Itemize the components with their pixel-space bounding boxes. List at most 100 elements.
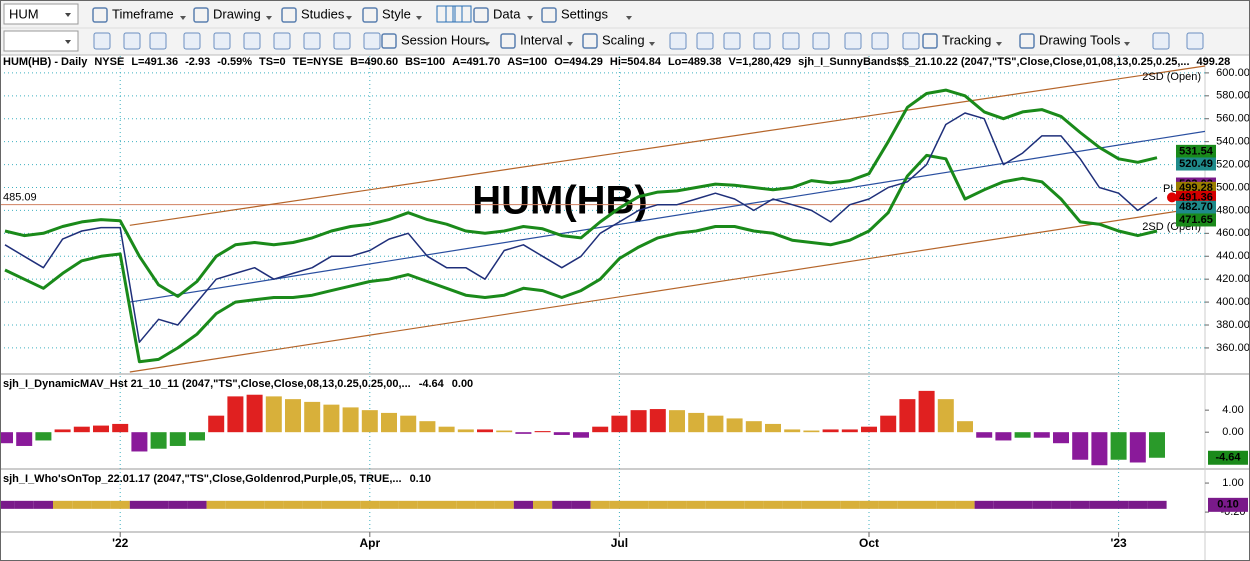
trendline bbox=[129, 65, 1205, 226]
histogram-bar bbox=[381, 412, 397, 433]
tool-icon[interactable] bbox=[782, 32, 800, 50]
symbol-input[interactable] bbox=[3, 3, 79, 25]
histogram-bar bbox=[285, 399, 301, 433]
price-line bbox=[4, 112, 1158, 343]
histogram-bar bbox=[841, 429, 858, 433]
ribbon-segment bbox=[1147, 500, 1167, 509]
trendline bbox=[129, 130, 1205, 303]
toolbar-button[interactable]: Style bbox=[382, 6, 411, 21]
tool-icon[interactable] bbox=[696, 32, 714, 50]
status-item: B=490.60 bbox=[350, 56, 398, 68]
histogram-bar bbox=[976, 432, 993, 438]
ribbon-segment bbox=[302, 500, 322, 509]
value-tag bbox=[1208, 497, 1248, 512]
ribbon-segment bbox=[840, 500, 860, 509]
ribbon-segment bbox=[225, 500, 245, 509]
ribbon-segment bbox=[974, 500, 994, 509]
value-tag bbox=[1208, 450, 1248, 465]
status-item: Hi=504.84 bbox=[610, 56, 662, 68]
ribbon-segment bbox=[571, 500, 591, 509]
ribbon-segment bbox=[629, 500, 649, 509]
tool-icon[interactable] bbox=[243, 32, 261, 50]
ribbon-segment bbox=[264, 500, 284, 509]
icon bbox=[541, 7, 557, 23]
tool-icon[interactable] bbox=[273, 32, 291, 50]
price-line bbox=[4, 88, 1158, 298]
ribbon-segment bbox=[168, 500, 188, 509]
tool-icon[interactable] bbox=[213, 32, 231, 50]
tool-icon[interactable] bbox=[871, 32, 889, 50]
y-tick-label: 440.00 bbox=[1216, 250, 1250, 262]
tool-icon[interactable] bbox=[669, 32, 687, 50]
dropdown-arrow bbox=[626, 16, 632, 20]
ribbon-segment bbox=[705, 500, 725, 509]
ribbon-segment bbox=[14, 500, 34, 509]
ribbon-segment bbox=[33, 500, 53, 509]
ribbon-segment bbox=[590, 500, 610, 509]
icon bbox=[454, 5, 472, 23]
y-tick-label: 560.00 bbox=[1216, 113, 1250, 125]
tool-icon[interactable] bbox=[812, 32, 830, 50]
tool-icon[interactable] bbox=[902, 32, 920, 50]
toolbar-button[interactable]: Settings bbox=[561, 6, 608, 21]
y-tick-label: 460.00 bbox=[1216, 227, 1250, 239]
price-plot bbox=[0, 65, 1205, 373]
histogram-bar bbox=[477, 429, 493, 433]
toolbar-button[interactable]: Session Hours bbox=[401, 32, 486, 47]
toolbar-button[interactable]: Drawing bbox=[213, 6, 261, 21]
tool-icon[interactable] bbox=[723, 32, 741, 50]
histogram-bar bbox=[150, 432, 167, 449]
status-item: HUM(HB) - Daily bbox=[3, 56, 88, 68]
ribbon-segment bbox=[245, 500, 265, 509]
ribbon-segment bbox=[379, 500, 399, 509]
tool-icon[interactable] bbox=[123, 32, 141, 50]
y-tick-label: 420.00 bbox=[1216, 273, 1250, 285]
tool-icon[interactable] bbox=[333, 32, 351, 50]
tool-icon[interactable] bbox=[753, 32, 771, 50]
dropdown-arrow bbox=[649, 42, 655, 46]
tool-icon[interactable] bbox=[1152, 32, 1170, 50]
tool-icon[interactable] bbox=[183, 32, 201, 50]
y-tick-label: 480.00 bbox=[1216, 204, 1250, 216]
tool-icon[interactable] bbox=[363, 32, 381, 50]
toolbar-button[interactable]: Studies bbox=[301, 6, 345, 21]
price-tag bbox=[1176, 144, 1216, 158]
histogram-bar bbox=[707, 415, 724, 433]
interval-input[interactable] bbox=[3, 30, 79, 52]
histogram-bar bbox=[534, 431, 551, 433]
ribbon-segment bbox=[417, 500, 437, 509]
status-item: A=491.70 bbox=[452, 56, 500, 68]
tool-icon[interactable] bbox=[1186, 32, 1204, 50]
tool-icon[interactable] bbox=[93, 32, 111, 50]
icon bbox=[445, 5, 463, 23]
toolbar-button[interactable]: Scaling bbox=[602, 32, 645, 47]
icon bbox=[473, 7, 489, 23]
toolbar-button[interactable]: Interval bbox=[520, 32, 563, 47]
tool-icon[interactable] bbox=[149, 32, 167, 50]
icon bbox=[92, 7, 108, 23]
reference-label: 485.09 bbox=[3, 191, 37, 203]
dropdown-arrow bbox=[1124, 42, 1130, 46]
histogram-bar bbox=[323, 404, 340, 433]
icon bbox=[1019, 33, 1035, 49]
ribbon-segment bbox=[187, 500, 207, 509]
histogram-bar bbox=[93, 425, 109, 433]
ribbon-segment bbox=[821, 500, 841, 509]
tool-icon[interactable] bbox=[844, 32, 862, 50]
toolbar-button[interactable]: Tracking bbox=[942, 32, 991, 47]
histogram-bar bbox=[726, 418, 743, 433]
x-tick-label: '22 bbox=[112, 536, 129, 550]
tool-icon[interactable] bbox=[303, 32, 321, 50]
dropdown-arrow bbox=[567, 42, 573, 46]
toolbar-button[interactable]: Drawing Tools bbox=[1039, 32, 1121, 47]
ribbon-segment bbox=[206, 500, 226, 509]
x-tick-label: Apr bbox=[359, 536, 380, 550]
status-item: -2.93 bbox=[185, 56, 210, 68]
histogram-bar bbox=[227, 396, 244, 433]
icon bbox=[922, 33, 938, 49]
pane-readout: 0.00 bbox=[452, 378, 473, 390]
toolbar-button[interactable]: Data bbox=[493, 6, 521, 21]
y-tick-label: 520.00 bbox=[1216, 158, 1250, 170]
toolbar-button[interactable]: Timeframe bbox=[112, 6, 174, 21]
